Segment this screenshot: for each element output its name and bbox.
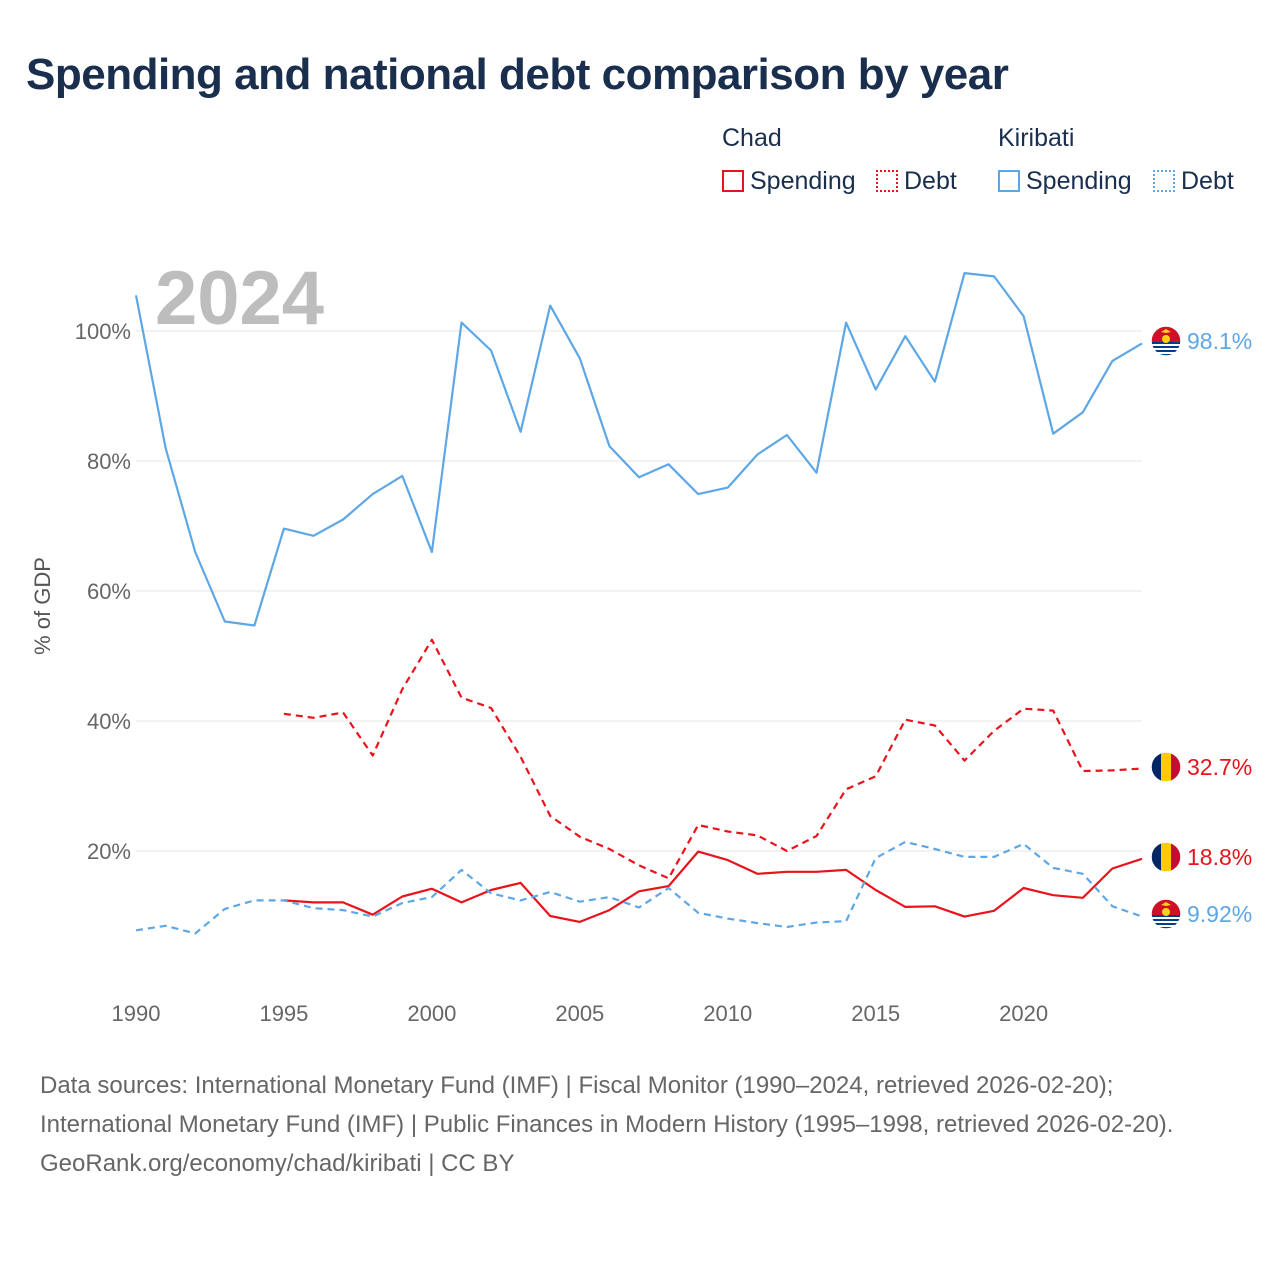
data-sources: Data sources: International Monetary Fun… [40,1072,1174,1138]
legend-item-chad-spending[interactable]: Spending [722,166,856,196]
footer: Data sources: International Monetary Fun… [40,1066,1240,1183]
end-label-kiribati-debt: 9.92% [1187,901,1252,927]
y-axis-title: % of GDP [30,557,55,655]
legend-label: Spending [750,166,856,195]
x-tick-label: 2005 [555,1001,604,1026]
x-tick-label: 1990 [112,1001,161,1026]
x-tick-label: 2000 [407,1001,456,1026]
x-tick-label: 1995 [259,1001,308,1026]
legend-swatch-dotted-icon [876,170,898,192]
series-line-kiribati-spending[interactable] [134,272,1143,627]
chart-title: Spending and national debt comparison by… [26,50,1009,99]
y-tick-label: 80% [87,449,131,474]
kiribati-flag-icon [1150,325,1182,357]
legend-group-chad: Chad [722,124,782,152]
y-axis: 20% 40% 60% 80% 100% [75,319,131,864]
chad-flag-icon [1150,841,1182,873]
y-tick-label: 20% [87,839,131,864]
x-tick-label: 2015 [851,1001,900,1026]
series-line-chad-spending[interactable] [283,850,1143,924]
end-labels: 98.1% 32.7% 18.8% 9.92% [1150,325,1252,930]
legend-item-kiribati-debt[interactable]: Debt [1153,166,1234,196]
legend-swatch-solid-icon [722,170,744,192]
end-label-kiribati-spending: 98.1% [1187,328,1252,354]
x-tick-label: 2010 [703,1001,752,1026]
source-link[interactable]: GeoRank.org/economy/chad/kiribati | CC B… [40,1150,515,1177]
kiribati-flag-icon [1150,898,1182,930]
x-tick-label: 2020 [999,1001,1048,1026]
legend-label: Spending [1026,166,1132,195]
chad-flag-icon [1150,751,1182,783]
y-tick-label: 40% [87,709,131,734]
legend-group-kiribati: Kiribati [998,124,1075,152]
y-tick-label: 60% [87,579,131,604]
legend-item-chad-debt[interactable]: Debt [876,166,957,196]
grid-lines [136,330,1142,852]
series-line-kiribati-debt[interactable] [135,840,1143,935]
legend-label: Debt [1181,166,1234,195]
series-line-chad-debt[interactable] [283,638,1143,880]
end-label-chad-spending: 18.8% [1187,844,1252,870]
year-watermark: 2024 [155,256,324,341]
end-label-chad-debt: 32.7% [1187,754,1252,780]
legend-swatch-dotted-icon [1153,170,1175,192]
line-chart: 2024 20% 40% 60% 80% 100% 1990 1995 2000 2005 20… [30,256,1252,1026]
legend-swatch-solid-icon [998,170,1020,192]
series-group [134,272,1143,935]
x-axis: 1990 1995 2000 2005 2010 2015 2020 [112,1001,1049,1026]
legend-label: Debt [904,166,957,195]
y-tick-label: 100% [75,319,131,344]
legend-item-kiribati-spending[interactable]: Spending [998,166,1132,196]
